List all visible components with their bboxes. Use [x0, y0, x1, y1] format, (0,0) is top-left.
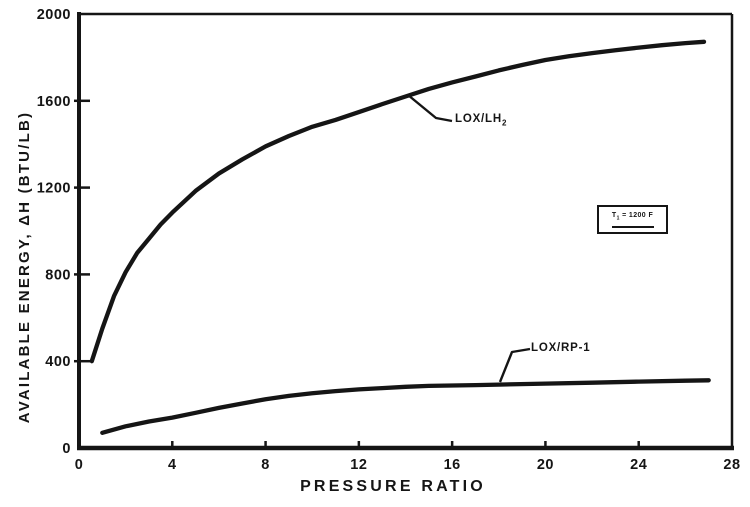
x-tick-label: 12 — [350, 457, 367, 473]
y-tick-label: 2000 — [37, 7, 71, 23]
leader-line-lox-rp1 — [498, 347, 531, 383]
x-axis-title: PRESSURE RATIO — [300, 478, 486, 495]
y-tick-label: 0 — [62, 441, 71, 457]
curve-label-lox-lh2-text: LOX/LH — [455, 113, 502, 125]
y-tick-label: 800 — [45, 267, 71, 283]
y-tick-label: 1200 — [37, 181, 71, 197]
annotation-value: = 1200 F — [619, 212, 654, 219]
annotation-text: T1 = 1200 F — [599, 212, 666, 221]
annotation-underline — [612, 226, 654, 228]
curve-lox-lh2 — [89, 39, 707, 364]
x-tick-label: 28 — [723, 457, 740, 473]
x-tick-label: 24 — [630, 457, 647, 473]
curve-label-lox-rp1: LOX/RP-1 — [531, 342, 591, 354]
leader-line-lox-lh2 — [407, 94, 453, 123]
x-tick-label: 0 — [75, 457, 84, 473]
y-tick-label: 1600 — [37, 94, 71, 110]
x-tick-label: 16 — [444, 457, 461, 473]
annotation-subscript: 1 — [616, 215, 620, 222]
turbine-inlet-temperature-annotation: T1 = 1200 F — [597, 205, 668, 234]
y-axis-title: AVAILABLE ENERGY, ΔH (BTU/LB) — [16, 110, 33, 424]
x-tick-label: 20 — [537, 457, 554, 473]
annotation-symbol: T — [611, 212, 617, 219]
y-tick-label: 400 — [45, 354, 71, 370]
curve-label-lox-lh2-subscript: 2 — [501, 118, 508, 128]
x-tick-label: 4 — [168, 457, 177, 473]
x-tick-label: 8 — [261, 457, 270, 473]
curve-label-lox-lh2: LOX/LH2 — [455, 113, 507, 127]
curve-lox-rp-1 — [100, 378, 711, 435]
